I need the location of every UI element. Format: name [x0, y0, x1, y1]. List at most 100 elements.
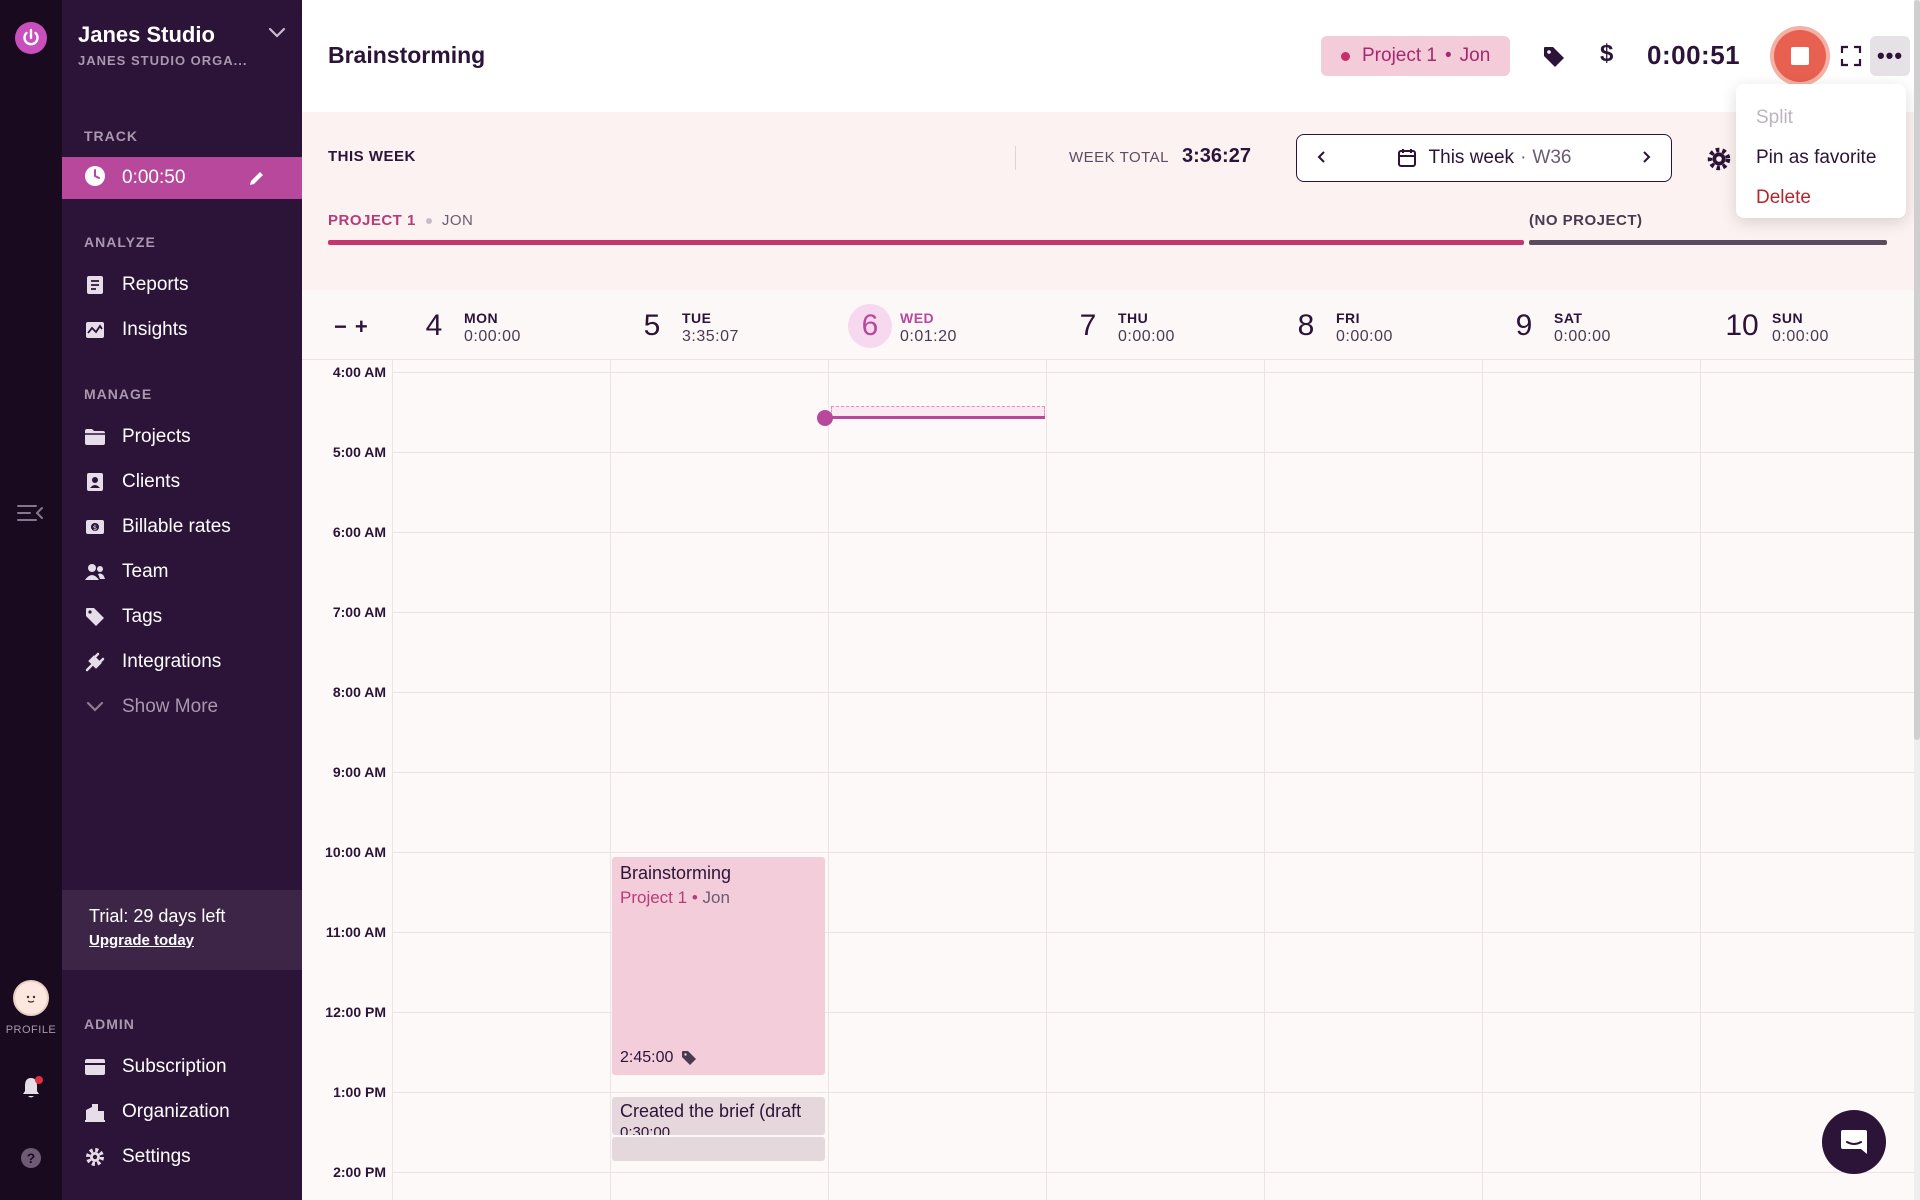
time-entry-block[interactable]: Brainstorming Project 1 • Jon 2:45:00: [612, 857, 825, 1075]
zoom-in-button[interactable]: +: [354, 314, 376, 339]
hour-label: 6:00 AM: [332, 524, 386, 540]
sidebar-item-settings[interactable]: Settings: [84, 1143, 191, 1171]
sidebar-item-label: Organization: [122, 1101, 230, 1122]
tag-icon: [681, 1050, 697, 1066]
analyze-section-label: ANALYZE: [84, 234, 156, 250]
sidebar-item-billable-rates[interactable]: $ Billable rates: [84, 513, 231, 541]
week-navigator: This week · W36: [1296, 134, 1672, 182]
chat-icon: [1841, 1130, 1867, 1154]
expand-icon[interactable]: [1840, 45, 1862, 67]
entry-footer: 2:45:00: [620, 1049, 697, 1067]
chat-support-button[interactable]: [1822, 1110, 1886, 1174]
separator: •: [691, 888, 698, 907]
day-column-divider: [1700, 360, 1701, 1200]
time-entry-block[interactable]: [612, 1137, 825, 1161]
hour-label: 8:00 AM: [332, 684, 386, 700]
sidebar-item-label: Team: [122, 561, 169, 582]
no-project-label: (NO PROJECT): [1529, 212, 1643, 229]
chevron-down-icon[interactable]: [268, 26, 286, 40]
calendar-grid[interactable]: 4:00 AM 5:00 AM 6:00 AM 7:00 AM 8:00 AM 9:00 …: [302, 360, 1920, 1200]
project-color-dot: [1341, 51, 1350, 61]
sidebar-item-tags[interactable]: Tags: [84, 603, 162, 631]
zoom-out-button[interactable]: −: [334, 314, 355, 339]
notification-badge: [35, 1076, 43, 1084]
elapsed-time[interactable]: 0:00:51: [1647, 40, 1741, 70]
pencil-icon[interactable]: [248, 169, 266, 187]
project-name: Project 1: [1362, 45, 1437, 66]
tag-icon[interactable]: [1542, 45, 1566, 69]
day-total: 0:00:00: [1336, 328, 1393, 345]
next-week-button[interactable]: [1623, 147, 1671, 170]
entry-duration: 2:45:00: [620, 1049, 674, 1066]
week-picker[interactable]: This week · W36: [1345, 147, 1623, 169]
power-icon[interactable]: [15, 22, 47, 54]
dot-separator: [425, 218, 432, 225]
help-icon[interactable]: ?: [21, 1148, 41, 1168]
menu-item-pin-favorite[interactable]: Pin as favorite: [1756, 147, 1877, 168]
day-column-divider: [828, 360, 829, 1200]
hour-label: 7:00 AM: [332, 604, 386, 620]
sidebar-item-clients[interactable]: Clients: [84, 468, 180, 496]
workspace-name[interactable]: Janes Studio: [78, 22, 215, 47]
sidebar-timer-value: 0:00:50: [122, 167, 186, 188]
sidebar-item-integrations[interactable]: Integrations: [84, 648, 221, 676]
sidebar-item-timer[interactable]: 0:00:50: [62, 157, 302, 199]
entry-title: Brainstorming: [620, 863, 732, 883]
reports-icon: [84, 274, 106, 296]
day-column-divider: [1264, 360, 1265, 1200]
hour-label: 4:00 AM: [332, 364, 386, 380]
running-entry-preview: [831, 406, 1045, 416]
sidebar-item-subscription[interactable]: Subscription: [84, 1053, 227, 1081]
day-name: TUE: [682, 310, 712, 326]
hour-gridline: [392, 852, 1920, 853]
avatar[interactable]: [13, 980, 49, 1016]
day-number: 9: [1515, 309, 1533, 342]
insights-icon: [84, 319, 106, 341]
day-number: 7: [1079, 309, 1097, 342]
upgrade-link[interactable]: Upgrade today: [89, 932, 195, 949]
entry-project-name: Project 1: [620, 888, 688, 907]
day-number: 8: [1297, 309, 1315, 342]
sidebar-item-projects[interactable]: Projects: [84, 423, 191, 451]
more-options-button[interactable]: •••: [1870, 36, 1910, 76]
day-name: MON: [464, 310, 499, 326]
manage-section-label: MANAGE: [84, 386, 153, 402]
entry-title[interactable]: Brainstorming: [328, 42, 486, 68]
project-bar: [328, 240, 1524, 245]
client-icon: [84, 471, 106, 493]
scrollbar-thumb[interactable]: [1914, 0, 1920, 740]
sidebar-item-reports[interactable]: Reports: [84, 271, 189, 299]
sidebar-item-insights[interactable]: Insights: [84, 316, 187, 344]
menu-item-split[interactable]: Split: [1756, 107, 1793, 128]
current-time-line: [825, 416, 1045, 419]
entry-project: Project 1 • Jon: [620, 888, 817, 908]
separator: •: [1444, 45, 1452, 66]
billable-toggle[interactable]: $: [1600, 40, 1614, 67]
client-label: JON: [441, 212, 474, 229]
hour-gridline: [392, 1012, 1920, 1013]
stop-timer-button[interactable]: [1774, 30, 1826, 82]
hour-label: 5:00 AM: [332, 444, 386, 460]
day-number: 6: [848, 304, 892, 348]
current-time-dot: [817, 410, 833, 426]
day-name: THU: [1118, 310, 1149, 326]
hour-gridline: [392, 372, 1920, 373]
admin-section-label: ADMIN: [84, 1016, 135, 1032]
calendar-day-header: −+ 4 MON 0:00:00 5 TUE 3:35:07 6 WED 0:01:20 7 THU…: [302, 290, 1920, 360]
hour-gridline: [392, 612, 1920, 613]
sidebar-item-show-more[interactable]: Show More: [84, 693, 218, 721]
project-pill[interactable]: Project 1 • Jon: [1321, 36, 1511, 76]
client-name: Jon: [1459, 45, 1491, 66]
day-column-divider: [1046, 360, 1047, 1200]
time-entry-block[interactable]: Created the brief (draft 0:30:00: [612, 1097, 825, 1135]
timer-bar: Brainstorming Project 1 • Jon $ 0:00:51 …: [302, 0, 1920, 112]
sidebar-item-team[interactable]: Team: [84, 558, 168, 586]
sidebar-item-organization[interactable]: Organization: [84, 1098, 230, 1126]
trial-text: Trial: 29 days left: [89, 906, 226, 926]
collapse-sidebar-icon[interactable]: [16, 502, 44, 524]
prev-week-button[interactable]: [1297, 147, 1345, 170]
menu-item-delete[interactable]: Delete: [1756, 187, 1811, 208]
gear-icon[interactable]: [1706, 146, 1732, 172]
profile-label: PROFILE: [5, 1024, 57, 1036]
day-total: 0:00:00: [1118, 328, 1175, 345]
